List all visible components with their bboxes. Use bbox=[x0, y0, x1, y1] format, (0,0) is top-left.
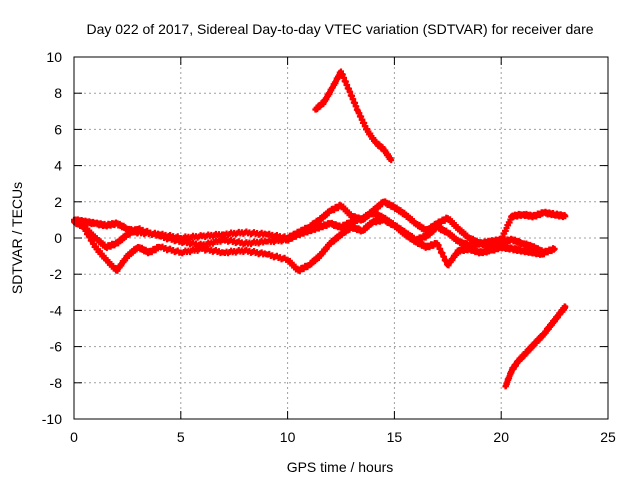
x-tick-label: 10 bbox=[280, 429, 296, 445]
x-tick-label: 5 bbox=[177, 429, 185, 445]
y-tick-label: 0 bbox=[54, 230, 62, 246]
series-track-e bbox=[502, 303, 569, 390]
y-axis-label: SDTVAR / TECUs bbox=[9, 182, 25, 294]
data-point bbox=[388, 157, 395, 164]
y-tick-label: 8 bbox=[54, 85, 62, 101]
data-point bbox=[562, 303, 569, 310]
series-track-c bbox=[81, 216, 547, 275]
y-tick-label: 4 bbox=[54, 158, 62, 174]
series-track-d bbox=[312, 68, 395, 164]
data-point bbox=[540, 251, 547, 258]
data-point bbox=[562, 213, 569, 220]
x-tick-label: 25 bbox=[600, 429, 616, 445]
x-axis-label: GPS time / hours bbox=[287, 459, 394, 475]
x-tick-label: 20 bbox=[493, 429, 509, 445]
y-tick-label: -4 bbox=[50, 302, 63, 318]
x-tick-label: 15 bbox=[387, 429, 403, 445]
y-tick-label: 10 bbox=[46, 49, 62, 65]
y-tick-label: 2 bbox=[54, 194, 62, 210]
chart-title: Day 022 of 2017, Sidereal Day-to-day VTE… bbox=[86, 21, 593, 37]
data-points bbox=[71, 68, 569, 390]
y-tick-label: 6 bbox=[54, 121, 62, 137]
y-tick-label: -8 bbox=[50, 375, 63, 391]
x-tick-label: 0 bbox=[70, 429, 78, 445]
axis-ticks: 0 5 10 15 20 25 -10 -8 -6 -4 -2 0 2 4 6 8 10 bbox=[42, 49, 616, 445]
y-tick-label: -10 bbox=[42, 411, 62, 427]
data-point bbox=[551, 245, 558, 252]
y-tick-label: -2 bbox=[50, 266, 63, 282]
grid bbox=[74, 57, 608, 419]
y-tick-label: -6 bbox=[50, 339, 63, 355]
